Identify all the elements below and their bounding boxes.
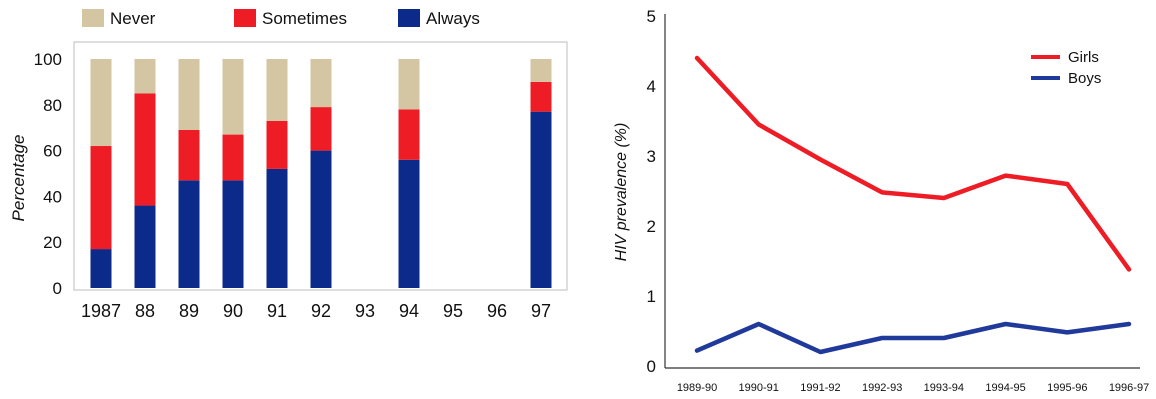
bar-x-tick-89: 89: [179, 301, 199, 321]
bar-legend-label-sometimes: Sometimes: [262, 9, 347, 28]
bar-x-tick-91: 91: [267, 301, 287, 321]
bar-y-tick-100: 100: [34, 50, 62, 69]
bar-never-1987: [90, 59, 112, 147]
bar-x-tick-93: 93: [355, 301, 375, 321]
bar-x-tick-labels: 1987 88 89 90 91 92 93 94 95 96 97: [81, 301, 551, 321]
bar-legend-swatch-sometimes: [234, 9, 256, 27]
line-x-tick-1993-94: 1993-94: [924, 382, 964, 394]
bar-y-tick-20: 20: [43, 233, 62, 252]
bar-never-90: [222, 59, 244, 135]
bar-sometimes-94: [398, 109, 420, 160]
line-y-tick-4: 4: [647, 77, 656, 96]
line-series-girls: [694, 55, 1132, 272]
bar-x-tick-1987: 1987: [81, 301, 121, 321]
bar-never-91: [266, 59, 288, 121]
condom-use-bar-chart: Never Sometimes Always 0 20 40 60 80 100 1987 88…: [9, 9, 568, 321]
bar-plot-frame: [73, 41, 568, 291]
bar-legend-label-never: Never: [110, 9, 156, 28]
line-x-tick-1995-96: 1995-96: [1047, 382, 1087, 394]
bar-always-1987: [90, 249, 112, 288]
line-x-tick-labels: 1989-90 1990-91 1991-92 1992-93 1993-94 1994-…: [677, 382, 1149, 394]
line-legend-label-boys: Boys: [1068, 70, 1101, 87]
bar-series: [90, 59, 552, 288]
bar-x-tick-90: 90: [223, 301, 243, 321]
line-legend: Girls Boys: [1031, 49, 1101, 87]
line-y-tick-2: 2: [647, 217, 656, 236]
line-y-tick-5: 5: [647, 7, 656, 26]
line-y-tick-labels: 0 1 2 3 4 5: [647, 7, 656, 376]
bar-y-axis-title: Percentage: [9, 135, 28, 222]
line-x-tick-1989-90: 1989-90: [677, 382, 717, 394]
bar-y-tick-80: 80: [43, 96, 62, 115]
bar-always-89: [178, 180, 200, 288]
line-y-tick-1: 1: [647, 287, 656, 306]
bar-x-tick-95: 95: [443, 301, 463, 321]
bar-x-tick-92: 92: [311, 301, 331, 321]
bar-sometimes-92: [310, 107, 332, 151]
line-y-tick-0: 0: [647, 357, 656, 376]
bar-always-90: [222, 180, 244, 288]
bar-sometimes-89: [178, 129, 200, 181]
line-y-tick-3: 3: [647, 147, 656, 166]
bar-never-89: [178, 59, 200, 130]
bar-never-97: [530, 59, 552, 82]
bar-sometimes-1987: [90, 146, 112, 250]
bar-never-88: [134, 59, 156, 94]
bar-y-tick-40: 40: [43, 187, 62, 206]
bar-sometimes-97: [530, 81, 552, 112]
bar-x-tick-94: 94: [399, 301, 419, 321]
bar-y-tick-labels: 0 20 40 60 80 100: [34, 50, 62, 298]
bar-legend-swatch-never: [82, 9, 104, 27]
bar-legend-swatch-always: [398, 9, 420, 27]
bar-always-91: [266, 168, 288, 288]
line-series: [694, 55, 1132, 355]
line-x-tick-1992-93: 1992-93: [862, 382, 902, 394]
bar-y-tick-0: 0: [53, 279, 62, 298]
bar-x-tick-96: 96: [487, 301, 507, 321]
bar-sometimes-91: [266, 120, 288, 169]
bar-always-88: [134, 205, 156, 288]
line-x-tick-1990-91: 1990-91: [739, 382, 779, 394]
bar-y-tick-60: 60: [43, 142, 62, 161]
bar-always-92: [310, 150, 332, 288]
line-y-axis-title: HIV prevalence (%): [613, 123, 630, 262]
line-x-tick-1994-95: 1994-95: [985, 382, 1025, 394]
hiv-prevalence-line-chart: 0 1 2 3 4 5 1989-90 1990-91 1991-92 1992-93 1993-…: [613, 7, 1149, 394]
bar-sometimes-90: [222, 134, 244, 181]
bar-never-94: [398, 59, 420, 110]
bar-legend: Never Sometimes Always: [82, 9, 480, 28]
bar-x-tick-88: 88: [135, 301, 155, 321]
bar-always-97: [530, 111, 552, 288]
line-series-boys: [694, 321, 1132, 355]
line-legend-label-girls: Girls: [1068, 49, 1099, 66]
bar-always-94: [398, 159, 420, 288]
bar-legend-label-always: Always: [426, 9, 480, 28]
bar-never-92: [310, 59, 332, 108]
bar-sometimes-88: [134, 93, 156, 206]
line-x-tick-1991-92: 1991-92: [800, 382, 840, 394]
bar-x-tick-97: 97: [531, 301, 551, 321]
line-x-tick-1996-97: 1996-97: [1109, 382, 1149, 394]
